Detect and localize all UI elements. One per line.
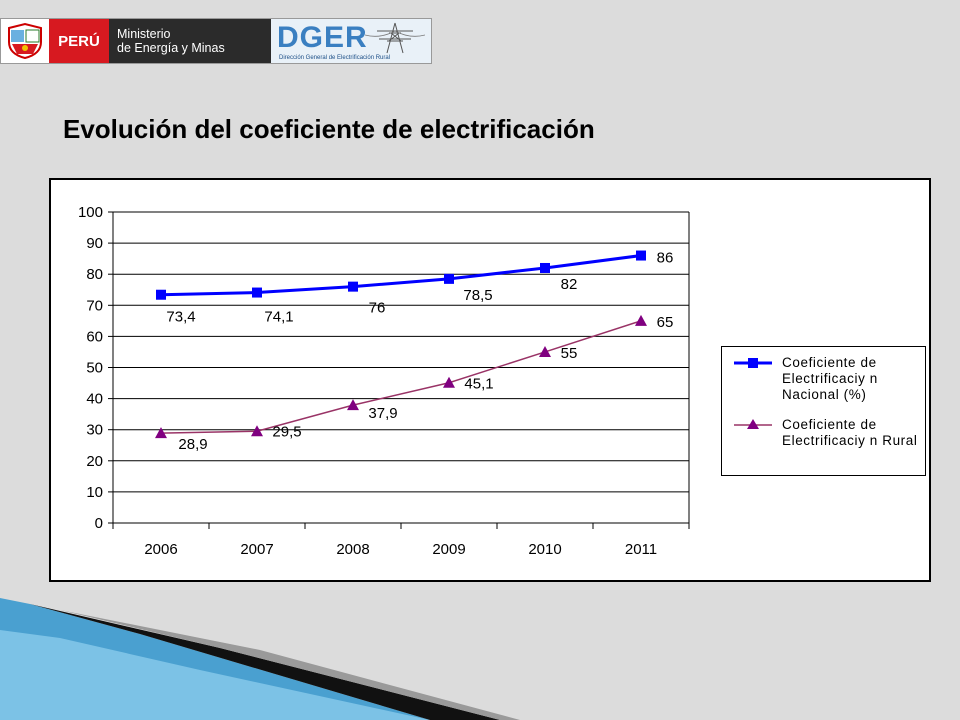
x-tick-label: 2009 bbox=[432, 541, 465, 558]
y-tick-label: 100 bbox=[78, 204, 103, 221]
header-logos: PERÚ Ministerio de Energía y Minas DGER … bbox=[0, 18, 432, 64]
data-point-rural bbox=[251, 425, 263, 437]
page-title: Evolución del coeficiente de electrifica… bbox=[63, 114, 595, 144]
dger-logo: DGER bbox=[277, 21, 368, 54]
x-tick-label: 2008 bbox=[336, 541, 369, 558]
legend-label-rural: Coeficiente de Electrificaciy n Rural bbox=[782, 417, 918, 448]
y-tick-label: 90 bbox=[86, 235, 103, 252]
data-label-rural: 55 bbox=[561, 345, 578, 362]
power-tower-icon bbox=[365, 22, 425, 54]
data-label-nacional: 78,5 bbox=[463, 287, 492, 304]
x-tick-label: 2011 bbox=[625, 541, 657, 558]
data-label-rural: 29,5 bbox=[272, 423, 301, 440]
line-chart: 0 10 20 30 40 50 60 70 80 90 100 2006 2007 2008 2009 20… bbox=[78, 204, 690, 558]
x-tick-label: 2006 bbox=[144, 541, 177, 558]
ministry-line2: de Energía y Minas bbox=[117, 41, 225, 55]
data-point-rural bbox=[539, 345, 551, 357]
legend-entry-nacional: Coeficiente de Electrificaciy n Nacional… bbox=[732, 355, 922, 403]
y-tick-label: 50 bbox=[86, 360, 103, 377]
data-label-nacional: 76 bbox=[369, 300, 386, 317]
coat-of-arms-icon bbox=[8, 22, 42, 60]
ministry-line1: Ministerio bbox=[117, 27, 171, 41]
chart-legend: Coeficiente de Electrificaciy n Nacional… bbox=[721, 346, 926, 476]
data-point-rural bbox=[155, 427, 167, 439]
data-label-nacional: 82 bbox=[561, 276, 578, 293]
data-label-rural: 65 bbox=[657, 314, 674, 331]
legend-swatch-rural bbox=[732, 417, 774, 433]
data-point-rural bbox=[443, 376, 455, 388]
y-tick-label: 0 bbox=[95, 515, 103, 532]
legend-label-nacional: Coeficiente de Electrificaciy n Nacional… bbox=[782, 355, 878, 402]
data-label-rural: 28,9 bbox=[178, 436, 207, 453]
y-tick-label: 30 bbox=[86, 422, 103, 439]
country-label: PERÚ bbox=[49, 19, 109, 63]
data-point-nacional bbox=[540, 262, 550, 273]
legend-swatch-nacional bbox=[732, 355, 774, 371]
data-label-rural: 37,9 bbox=[368, 405, 397, 422]
data-point-nacional bbox=[348, 281, 358, 292]
y-tick-label: 80 bbox=[86, 266, 103, 283]
ministry-name: Ministerio de Energía y Minas bbox=[109, 19, 271, 63]
series-line-nacional bbox=[160, 254, 642, 297]
x-tick-label: 2007 bbox=[240, 541, 273, 558]
series-line-rural bbox=[160, 320, 642, 434]
decorative-swoosh bbox=[0, 598, 520, 720]
chart-frame: 0 10 20 30 40 50 60 70 80 90 100 2006 2007 2008 2009 20… bbox=[49, 178, 931, 582]
data-point-nacional bbox=[636, 250, 646, 261]
data-label-nacional: 73,4 bbox=[166, 309, 195, 326]
y-tick-label: 20 bbox=[86, 453, 103, 470]
data-label-nacional: 74,1 bbox=[264, 309, 293, 326]
y-tick-label: 60 bbox=[86, 328, 103, 345]
data-point-nacional bbox=[252, 287, 262, 298]
dger-logo-box: DGER Dirección General de Electrificació… bbox=[271, 19, 431, 63]
legend-entry-rural: Coeficiente de Electrificaciy n Rural bbox=[732, 417, 922, 449]
coat-of-arms bbox=[1, 19, 49, 63]
data-point-rural bbox=[635, 314, 647, 326]
data-label-rural: 45,1 bbox=[464, 376, 493, 393]
y-tick-label: 70 bbox=[86, 297, 103, 314]
data-point-nacional bbox=[444, 273, 454, 284]
x-tick-label: 2010 bbox=[528, 541, 561, 558]
dger-subtitle: Dirección General de Electrificación Rur… bbox=[279, 55, 391, 61]
data-point-rural bbox=[347, 399, 359, 411]
data-label-nacional: 86 bbox=[657, 250, 674, 267]
y-tick-label: 40 bbox=[86, 391, 103, 408]
y-tick-label: 10 bbox=[86, 484, 103, 501]
data-point-nacional bbox=[156, 289, 166, 300]
